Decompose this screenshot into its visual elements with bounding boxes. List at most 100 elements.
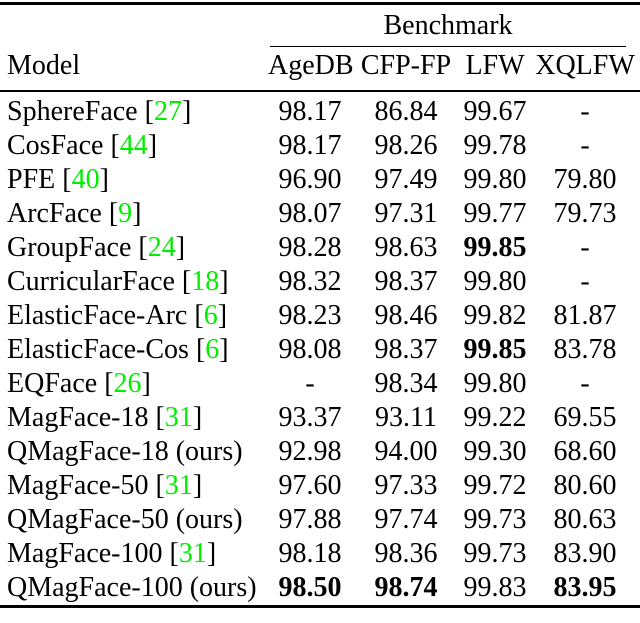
metric-cell: 97.74 — [374, 504, 438, 535]
benchmark-group-underline: Benchmark — [270, 5, 626, 47]
model-cell: ElasticFace-Arc [6] — [0, 299, 268, 333]
metric-cell: 97.88 — [278, 504, 342, 535]
table-row: ElasticFace-Cos [6] 98.08 98.37 99.85 83.78 — [0, 333, 640, 367]
metric-cell: 93.37 — [278, 402, 342, 433]
model-cell: SphereFace [27] — [0, 91, 268, 129]
metric-cell: - — [580, 266, 590, 297]
metric-cell: 98.17 — [278, 96, 342, 127]
metric-cell: 97.60 — [278, 470, 342, 501]
model-cell: CosFace [44] — [0, 129, 268, 163]
citation-link[interactable]: [9] — [109, 198, 142, 229]
column-header-xqlfw: XQLFW — [530, 47, 640, 92]
model-cell: MagFace-18 [31] — [0, 401, 268, 435]
citation-link[interactable]: [24] — [138, 232, 185, 263]
ours-label: (ours) — [175, 436, 243, 467]
cite-close-bracket: ] — [99, 164, 109, 195]
metric-cell: 69.55 — [553, 402, 617, 433]
metric-cell: 99.80 — [463, 266, 527, 297]
metric-cell: - — [580, 368, 590, 399]
metric-cell: 98.32 — [278, 266, 342, 297]
table-row: ArcFace [9] 98.07 97.31 99.77 79.73 — [0, 197, 640, 231]
model-name: QMagFace-100 — [7, 572, 183, 603]
citation-link[interactable]: [6] — [194, 300, 227, 331]
metric-cell: 97.31 — [374, 198, 438, 229]
table-row: ElasticFace-Arc [6] 98.23 98.46 99.82 81.87 — [0, 299, 640, 333]
model-cell: QMagFace-50 (ours) — [0, 503, 268, 537]
cite-open-bracket: [ — [155, 470, 165, 501]
metric-cell: 99.73 — [463, 504, 527, 535]
metric-cell: 98.34 — [374, 368, 438, 399]
metric-cell: 98.37 — [374, 266, 438, 297]
table-row: CosFace [44] 98.17 98.26 99.78 - — [0, 129, 640, 163]
column-header-cfp-fp: CFP-FP — [352, 47, 460, 92]
metric-cell: 96.90 — [278, 164, 342, 195]
table-row: MagFace-100 [31] 98.18 98.36 99.73 83.90 — [0, 537, 640, 571]
cite-close-bracket: ] — [219, 266, 229, 297]
metric-cell: 99.22 — [463, 402, 527, 433]
metric-cell: 98.46 — [374, 300, 438, 331]
metric-cell: - — [580, 96, 590, 127]
model-name: MagFace-18 — [7, 402, 149, 433]
metric-cell: 98.74 — [374, 572, 438, 603]
metric-cell: 80.63 — [553, 504, 617, 535]
model-cell: MagFace-50 [31] — [0, 469, 268, 503]
cite-close-bracket: ] — [181, 96, 192, 127]
cite-number: 6 — [205, 334, 220, 365]
citation-link[interactable]: [31] — [156, 470, 203, 501]
citation-link[interactable]: [40] — [62, 164, 109, 195]
model-name: CurricularFace — [7, 266, 175, 297]
citation-link[interactable]: [31] — [156, 402, 203, 433]
metric-cell: 99.80 — [463, 164, 527, 195]
metric-cell: 98.50 — [278, 572, 342, 603]
table-row: SphereFace [27] 98.17 86.84 99.67 - — [0, 91, 640, 129]
metric-cell: - — [305, 368, 315, 399]
ours-label: (ours) — [175, 504, 243, 535]
table-row: CurricularFace [18] 98.32 98.37 99.80 - — [0, 265, 640, 299]
model-cell: QMagFace-18 (ours) — [0, 435, 268, 469]
metric-cell: 94.00 — [374, 436, 438, 467]
citation-link[interactable]: [6] — [196, 334, 229, 365]
metric-cell: 80.60 — [553, 470, 617, 501]
column-header-model: Model — [0, 47, 268, 92]
cite-number: 31 — [178, 538, 207, 569]
model-name: PFE — [7, 164, 56, 195]
metric-cell: 81.87 — [553, 300, 617, 331]
metric-cell: 98.18 — [278, 538, 342, 569]
metric-cell: 98.37 — [374, 334, 438, 365]
citation-link[interactable]: [26] — [104, 368, 151, 399]
table-row: PFE [40] 96.90 97.49 99.80 79.80 — [0, 163, 640, 197]
cite-number: 27 — [153, 96, 182, 127]
benchmark-group-label: Benchmark — [383, 10, 513, 41]
metric-cell: - — [580, 232, 590, 263]
group-header-spacer — [0, 4, 268, 48]
metric-cell: 86.84 — [374, 96, 438, 127]
metric-cell: 99.73 — [463, 538, 527, 569]
metric-cell: 98.28 — [278, 232, 342, 263]
cite-close-bracket: ] — [147, 130, 158, 161]
metric-cell: 93.11 — [375, 402, 437, 433]
metric-cell: 83.90 — [553, 538, 617, 569]
metric-cell: 99.85 — [463, 334, 527, 365]
cite-number: 44 — [119, 130, 148, 161]
model-cell: EQFace [26] — [0, 367, 268, 401]
metric-cell: 92.98 — [278, 436, 342, 467]
citation-link[interactable]: [18] — [182, 266, 229, 297]
citation-link[interactable]: [31] — [170, 538, 217, 569]
cite-open-bracket: [ — [169, 538, 179, 569]
cite-open-bracket: [ — [108, 198, 119, 229]
metric-cell: 79.80 — [553, 164, 617, 195]
table-row: GroupFace [24] 98.28 98.63 99.85 - — [0, 231, 640, 265]
metric-cell: - — [580, 130, 590, 161]
table-body: SphereFace [27] 98.17 86.84 99.67- CosFace [… — [0, 91, 640, 607]
metric-cell: 98.17 — [278, 130, 342, 161]
citation-link[interactable]: [27] — [145, 96, 192, 127]
cite-number: 40 — [71, 164, 100, 195]
cite-close-bracket: ] — [175, 232, 186, 263]
metric-cell: 97.49 — [374, 164, 438, 195]
table-header: Benchmark Model AgeDB CFP-FP LFW XQLFW — [0, 4, 640, 92]
model-cell: PFE [40] — [0, 163, 268, 197]
metric-cell: 79.73 — [553, 198, 617, 229]
cite-number: 26 — [113, 368, 142, 399]
citation-link[interactable]: [44] — [110, 130, 157, 161]
metric-cell: 83.78 — [553, 334, 617, 365]
